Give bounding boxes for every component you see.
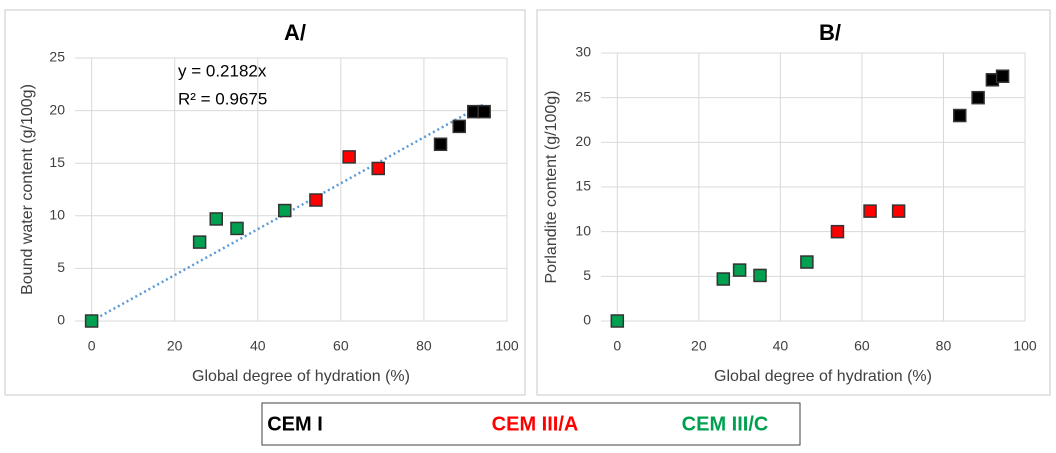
y-tick-label: 25 bbox=[49, 49, 65, 65]
data-point bbox=[995, 69, 1010, 83]
x-tick-label: 60 bbox=[854, 338, 870, 354]
data-point bbox=[192, 235, 207, 249]
data-point bbox=[278, 203, 292, 218]
legend-frame bbox=[261, 402, 801, 446]
data-point bbox=[84, 314, 99, 328]
y-tick-label: 15 bbox=[575, 178, 591, 194]
legend-entry: CEM III/A bbox=[492, 413, 579, 435]
data-point bbox=[309, 193, 323, 207]
x-tick-label: 0 bbox=[88, 338, 96, 354]
annotation: y = 0.2182x bbox=[178, 61, 267, 80]
data-point bbox=[863, 204, 877, 218]
y-tick-label: 10 bbox=[575, 222, 591, 238]
data-point bbox=[971, 90, 985, 105]
x-axis-label: Global degree of hydration (%) bbox=[714, 368, 932, 385]
data-point bbox=[830, 224, 845, 239]
panel-frame bbox=[536, 9, 1051, 396]
x-tick-label: 20 bbox=[167, 338, 183, 354]
y-tick-label: 30 bbox=[575, 44, 591, 60]
data-point bbox=[230, 221, 244, 236]
y-tick-label: 15 bbox=[49, 154, 65, 170]
x-tick-label: 80 bbox=[936, 338, 952, 354]
x-tick-label: 40 bbox=[773, 338, 789, 354]
data-point bbox=[477, 104, 491, 119]
annotation: R² = 0.9675 bbox=[178, 89, 267, 108]
legend-entry: CEM III/C bbox=[682, 413, 769, 435]
y-axis-label: Bound water content (g/100g) bbox=[19, 84, 36, 295]
y-tick-label: 20 bbox=[575, 133, 591, 149]
data-point bbox=[753, 268, 767, 283]
data-point bbox=[953, 108, 967, 123]
x-tick-label: 60 bbox=[333, 338, 349, 354]
y-tick-label: 5 bbox=[583, 267, 591, 283]
y-tick-label: 25 bbox=[575, 88, 591, 104]
x-tick-label: 40 bbox=[250, 338, 266, 354]
y-tick-label: 0 bbox=[57, 312, 65, 328]
data-point bbox=[891, 204, 906, 218]
x-tick-label: 80 bbox=[416, 338, 432, 354]
chart-title: A/ bbox=[284, 20, 306, 45]
x-tick-label: 100 bbox=[1013, 338, 1037, 354]
data-point bbox=[433, 137, 448, 152]
data-point bbox=[452, 119, 466, 134]
x-tick-label: 100 bbox=[495, 338, 519, 354]
data-point bbox=[209, 212, 223, 226]
y-tick-label: 20 bbox=[49, 101, 65, 117]
y-tick-label: 10 bbox=[49, 207, 65, 223]
data-point bbox=[732, 263, 747, 277]
y-axis-label: Porlandite content (g/100g) bbox=[543, 90, 560, 283]
data-point bbox=[716, 272, 731, 286]
x-axis-label: Global degree of hydration (%) bbox=[192, 368, 410, 385]
data-point bbox=[342, 150, 356, 164]
panel-frame bbox=[4, 9, 526, 396]
chart-title: B/ bbox=[819, 20, 841, 45]
data-point bbox=[610, 314, 625, 328]
data-point bbox=[800, 255, 814, 269]
y-tick-label: 0 bbox=[583, 312, 591, 328]
y-tick-label: 5 bbox=[57, 259, 65, 275]
x-tick-label: 0 bbox=[613, 338, 621, 354]
legend-entry: CEM I bbox=[267, 413, 323, 435]
x-tick-label: 20 bbox=[691, 338, 707, 354]
data-point bbox=[371, 161, 385, 176]
